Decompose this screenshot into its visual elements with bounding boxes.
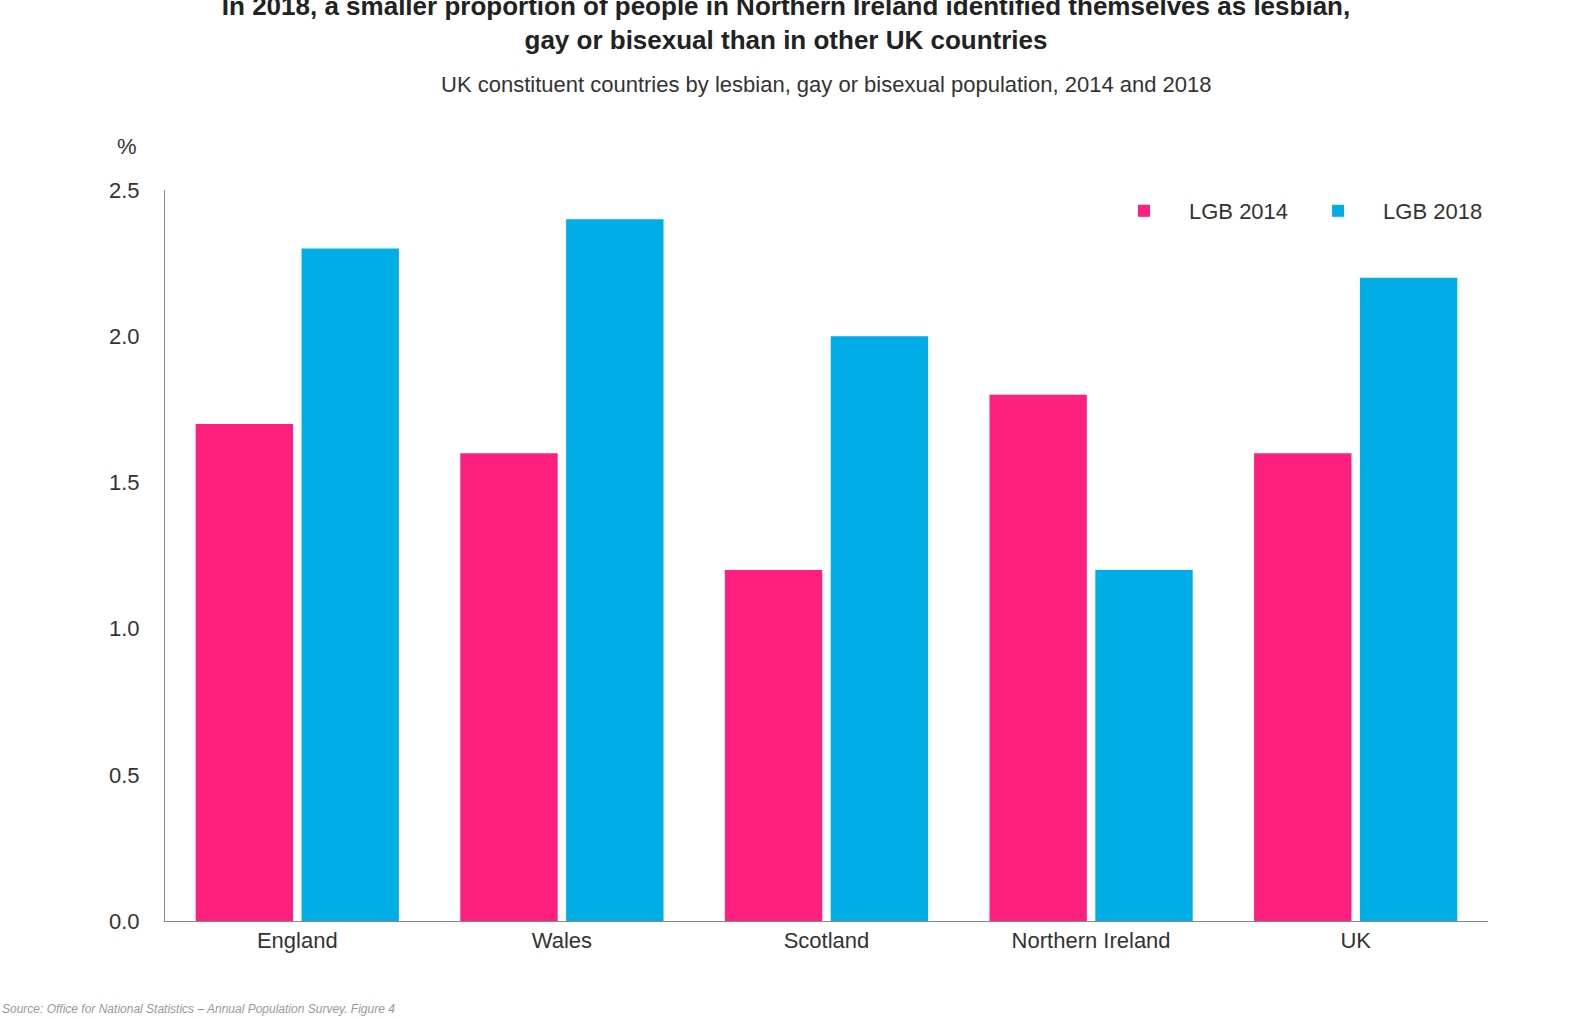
- svg-text:LGB 2014: LGB 2014: [1189, 199, 1288, 224]
- svg-text:LGB 2018: LGB 2018: [1383, 199, 1482, 224]
- svg-text:Wales: Wales: [532, 928, 592, 953]
- svg-text:2.0: 2.0: [109, 324, 140, 349]
- svg-text:0.0: 0.0: [109, 909, 140, 934]
- svg-text:%: %: [117, 134, 137, 159]
- svg-text:UK: UK: [1340, 928, 1371, 953]
- svg-text:1.5: 1.5: [109, 470, 140, 495]
- svg-text:Source: Office for National St: Source: Office for National Statistics –…: [2, 1002, 395, 1016]
- svg-text:2.5: 2.5: [109, 178, 140, 203]
- svg-text:Northern Ireland: Northern Ireland: [1012, 928, 1171, 953]
- svg-text:In 2018, a smaller proportion: In 2018, a smaller proportion of people …: [222, 0, 1350, 55]
- svg-text:0.5: 0.5: [109, 763, 140, 788]
- svg-text:Scotland: Scotland: [784, 928, 870, 953]
- svg-text:1.0: 1.0: [109, 616, 140, 641]
- svg-text:England: England: [257, 928, 338, 953]
- svg-text:UK constituent countries by le: UK constituent countries by lesbian, gay…: [441, 72, 1212, 97]
